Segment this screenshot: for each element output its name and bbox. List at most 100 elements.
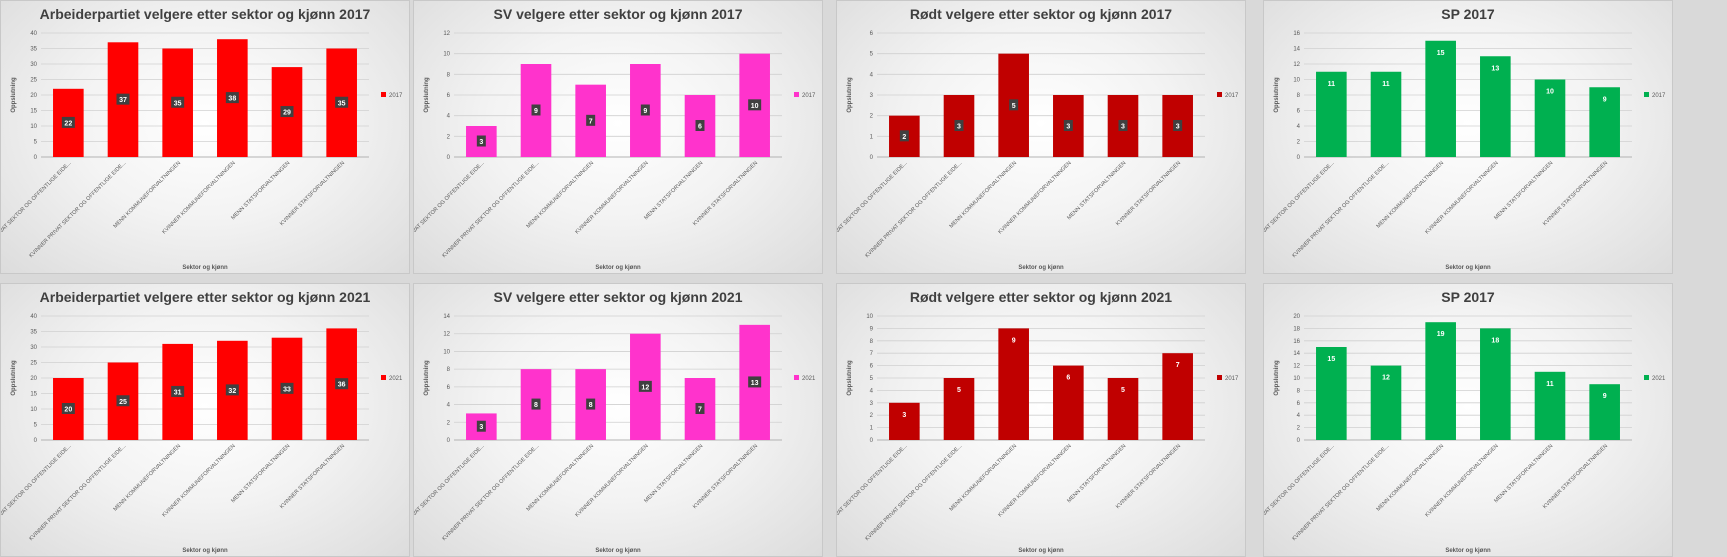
data-label-box bbox=[116, 395, 130, 407]
x-tick-label: KVINNER PRIVAT SEKTOR OG OFFENTLIGE EIDE… bbox=[864, 160, 963, 259]
y-tick-label: 6 bbox=[870, 364, 874, 370]
x-axis-title: Sektor og kjønn bbox=[182, 548, 228, 554]
data-label-box bbox=[531, 398, 541, 410]
data-label-box bbox=[748, 376, 762, 388]
y-tick-label: 2 bbox=[1297, 426, 1301, 432]
data-label: 9 bbox=[1603, 96, 1607, 103]
data-label: 13 bbox=[1491, 65, 1499, 72]
data-label: 3 bbox=[479, 139, 483, 146]
data-label: 20 bbox=[64, 407, 72, 414]
y-tick-label: 4 bbox=[447, 114, 451, 120]
x-tick-label: KVINNER STATSFORVALTNINGEN bbox=[692, 443, 759, 510]
x-tick-label: MENN PRIVAT SEKTOR OG OFFENTLIGE EIDE... bbox=[1264, 160, 1336, 254]
y-tick-label: 2 bbox=[447, 134, 451, 140]
y-tick-label: 10 bbox=[866, 314, 873, 320]
y-tick-label: 8 bbox=[870, 339, 874, 345]
y-tick-label: 3 bbox=[870, 93, 874, 99]
data-label: 5 bbox=[1012, 103, 1016, 110]
data-label: 10 bbox=[1546, 89, 1554, 96]
bar-chart: 0 5 10 15 20 25 30 35 40 Oppslutning 22 MENN PRIVAT… bbox=[1, 31, 403, 271]
bar bbox=[1589, 87, 1620, 157]
y-tick-label: 4 bbox=[870, 72, 874, 78]
x-tick-label: MENN PRIVAT SEKTOR OG OFFENTLIGE EIDE... bbox=[414, 443, 486, 537]
chart-title: SP 2017 bbox=[1441, 6, 1495, 22]
y-tick-label: 10 bbox=[1293, 376, 1300, 382]
y-tick-label: 4 bbox=[870, 388, 874, 394]
data-label-box bbox=[476, 135, 486, 147]
data-label-box bbox=[954, 120, 964, 131]
y-tick-label: 18 bbox=[1293, 326, 1300, 332]
x-axis-title: Sektor og kjønn bbox=[182, 265, 228, 271]
x-axis-title: Sektor og kjønn bbox=[595, 548, 641, 554]
x-tick-label: MENN PRIVAT SEKTOR OG OFFENTLIGE EIDE... bbox=[1, 160, 73, 254]
x-tick-label: KVINNER STATSFORVALTNINGEN bbox=[1542, 160, 1609, 227]
data-label: 9 bbox=[534, 108, 538, 115]
x-tick-label: MENN KOMMUNEFORVALTNINGEN bbox=[949, 160, 1019, 230]
y-tick-label: 8 bbox=[447, 367, 451, 373]
x-tick-label: MENN PRIVAT SEKTOR OG OFFENTLIGE EIDE... bbox=[837, 160, 909, 254]
x-tick-label: MENN PRIVAT SEKTOR OG OFFENTLIGE EIDE... bbox=[837, 443, 909, 537]
y-tick-label: 10 bbox=[30, 407, 37, 413]
legend-label: 2017 bbox=[1225, 93, 1239, 99]
y-tick-label: 2 bbox=[1297, 140, 1301, 146]
y-tick-label: 2 bbox=[870, 413, 874, 419]
y-tick-label: 3 bbox=[870, 401, 874, 407]
legend-label: 2017 bbox=[389, 93, 403, 99]
chart-title: SP 2017 bbox=[1441, 289, 1495, 305]
data-label: 25 bbox=[119, 399, 127, 406]
y-tick-label: 40 bbox=[30, 314, 37, 320]
y-axis-title: Oppslutning bbox=[11, 360, 17, 396]
y-tick-label: 30 bbox=[30, 62, 37, 68]
y-tick-label: 8 bbox=[1297, 388, 1301, 394]
y-tick-label: 6 bbox=[1297, 109, 1301, 115]
data-label: 35 bbox=[338, 100, 346, 107]
chart-panel: Arbeiderpartiet velgere etter sektor og … bbox=[0, 0, 410, 274]
data-label-box bbox=[116, 93, 130, 105]
data-label: 9 bbox=[1603, 393, 1607, 400]
y-tick-label: 6 bbox=[447, 385, 451, 391]
data-label-box bbox=[1118, 120, 1128, 131]
x-tick-label: MENN PRIVAT SEKTOR OG OFFENTLIGE EIDE... bbox=[1, 443, 73, 537]
y-tick-label: 20 bbox=[30, 376, 37, 382]
y-tick-label: 6 bbox=[870, 31, 874, 37]
y-tick-label: 0 bbox=[34, 438, 38, 444]
x-tick-label: MENN STATSFORVALTNINGEN bbox=[230, 443, 291, 504]
y-tick-label: 7 bbox=[870, 351, 874, 357]
chart-title: Rødt velgere etter sektor og kjønn 2021 bbox=[909, 289, 1173, 305]
x-tick-label: MENN KOMMUNEFORVALTNINGEN bbox=[949, 443, 1019, 513]
x-tick-label: MENN STATSFORVALTNINGEN bbox=[643, 443, 704, 504]
legend-swatch bbox=[1644, 92, 1649, 97]
chart-panel: SP 2017 0 2 4 6 8 10 12 14 16 Oppslutning 11 MENN PR… bbox=[1263, 0, 1673, 274]
y-tick-label: 15 bbox=[30, 392, 37, 398]
y-tick-label: 0 bbox=[447, 155, 451, 161]
y-tick-label: 1 bbox=[870, 134, 874, 140]
data-label: 11 bbox=[1328, 81, 1336, 88]
data-label-box bbox=[638, 380, 652, 392]
y-tick-label: 5 bbox=[34, 140, 38, 146]
y-axis-title: Oppslutning bbox=[847, 360, 853, 396]
bar bbox=[1425, 322, 1456, 440]
x-tick-label: KVINNER PRIVAT SEKTOR OG OFFENTLIGE EIDE… bbox=[864, 443, 963, 542]
x-tick-label: KVINNER STATSFORVALTNINGEN bbox=[1542, 443, 1609, 510]
x-tick-label: KVINNER PRIVAT SEKTOR OG OFFENTLIGE EIDE… bbox=[28, 443, 127, 542]
data-label-box bbox=[1009, 99, 1019, 111]
data-label: 5 bbox=[957, 387, 961, 394]
x-tick-label: KVINNER STATSFORVALTNINGEN bbox=[1115, 160, 1182, 227]
legend-swatch bbox=[1217, 92, 1222, 97]
data-label-box bbox=[1063, 120, 1073, 131]
data-label-box bbox=[640, 104, 650, 116]
y-tick-label: 14 bbox=[1293, 351, 1300, 357]
data-label-box bbox=[531, 104, 541, 116]
y-tick-label: 2 bbox=[870, 114, 874, 120]
x-tick-label: MENN PRIVAT SEKTOR OG OFFENTLIGE EIDE... bbox=[1264, 443, 1336, 537]
bar bbox=[1316, 71, 1347, 157]
legend-swatch bbox=[794, 92, 799, 97]
data-label: 15 bbox=[1437, 50, 1445, 57]
data-label: 37 bbox=[119, 97, 127, 104]
data-label: 3 bbox=[902, 412, 906, 419]
bar bbox=[1370, 71, 1402, 157]
data-label: 35 bbox=[174, 100, 182, 107]
bar-chart: 0 2 4 6 8 10 12 Oppslutning 3 MENN PRIVAT SEKTOR … bbox=[414, 31, 816, 271]
data-label: 3 bbox=[479, 424, 483, 431]
data-label: 7 bbox=[698, 407, 702, 414]
